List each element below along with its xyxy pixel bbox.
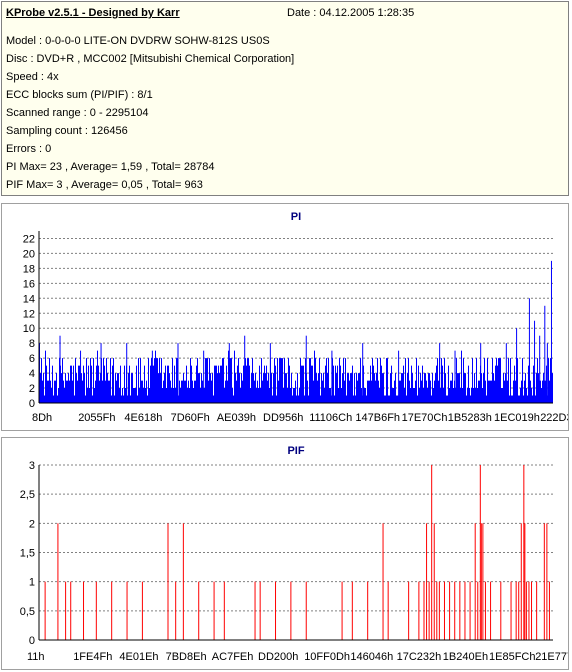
disc-line: Disc : DVD+R , MCC002 [Mitsubishi Chemic… xyxy=(6,53,295,65)
x-tick-label: 4E618h xyxy=(124,412,162,424)
bars xyxy=(39,260,553,403)
x-tick-label: 1B5283h xyxy=(448,412,492,424)
pi-chart: PI 0 2 4 6 8 10 12 14 16 18 20 22 8Dh 2055Fh 4E618h 7D60… xyxy=(23,211,568,424)
y-tick-label: 2 xyxy=(29,518,35,530)
pi-chart-panel: PI 0 2 4 6 8 10 12 14 16 18 20 22 8Dh 2055Fh 4E618h 7D60… xyxy=(1,203,569,431)
chart-title: PIF xyxy=(287,445,304,457)
y-tick-label: 18 xyxy=(23,263,35,275)
range-line: Scanned range : 0 - 2295104 xyxy=(6,107,149,119)
x-tick-label: 11h xyxy=(27,651,45,663)
y-tick-label: 14 xyxy=(23,293,35,305)
x-tick-label: 222D38h xyxy=(540,412,568,424)
bars xyxy=(44,465,550,640)
y-tick-label: 0 xyxy=(29,398,35,410)
info-panel: KProbe v2.5.1 - Designed by Karr Date : … xyxy=(1,1,569,196)
pif-chart: PIF 0 0,5 1 1,5 2 2,5 3 11h 1FE4Fh 4E01Eh 7BD8Eh AC7… xyxy=(20,445,568,663)
x-tick-label: AE039h xyxy=(217,412,256,424)
x-tick-label: 1B240Eh xyxy=(443,651,488,663)
x-tick-label: 17E70Ch xyxy=(402,412,448,424)
speed-line: Speed : 4x xyxy=(6,71,59,83)
x-tick-label: 7BD8Eh xyxy=(166,651,207,663)
y-tick-label: 20 xyxy=(23,248,35,260)
y-tick-label: 22 xyxy=(23,233,35,245)
x-tick-label: 4E01Eh xyxy=(119,651,158,663)
x-tick-label: DD200h xyxy=(258,651,298,663)
y-tick-label: 0 xyxy=(29,635,35,647)
x-tick-label: 146046h xyxy=(350,651,393,663)
y-tick-label: 0,5 xyxy=(20,606,35,618)
y-tick-label: 3 xyxy=(29,460,35,472)
x-tick-label: 11106Ch xyxy=(309,412,352,424)
y-tick-label: 12 xyxy=(23,308,35,320)
pif-summary-line: PIF Max= 3 , Average= 0,05 , Total= 963 xyxy=(6,179,203,191)
x-tick-label: 8Dh xyxy=(32,412,52,424)
app-title: KProbe v2.5.1 - Designed by Karr xyxy=(6,7,180,19)
y-tick-label: 2,5 xyxy=(20,489,35,501)
model-line: Model : 0-0-0-0 LITE-ON DVDRW SOHW-812S … xyxy=(6,35,270,47)
x-tick-label: AC7FEh xyxy=(212,651,254,663)
x-tick-label: 17C232h xyxy=(397,651,442,663)
y-tick-label: 10 xyxy=(23,323,35,335)
y-tick-label: 2 xyxy=(29,383,35,395)
y-tick-label: 8 xyxy=(29,338,35,350)
pi-summary-line: PI Max= 23 , Average= 1,59 , Total= 2878… xyxy=(6,161,215,173)
x-tick-label: 1EC019h xyxy=(494,412,540,424)
y-tick-label: 6 xyxy=(29,353,35,365)
scan-date: Date : 04.12.2005 1:28:35 xyxy=(287,7,415,19)
y-tick-label: 1,5 xyxy=(20,548,35,560)
ecc-line: ECC blocks sum (PI/PIF) : 8/1 xyxy=(6,89,153,101)
sampling-line: Sampling count : 126456 xyxy=(6,125,128,137)
plot-area xyxy=(39,231,553,403)
pif-chart-panel: PIF 0 0,5 1 1,5 2 2,5 3 11h 1FE4Fh 4E01Eh 7BD8Eh AC7… xyxy=(1,437,569,670)
x-tick-label: DD956h xyxy=(263,412,303,424)
x-tick-label: 1FE4Fh xyxy=(73,651,112,663)
x-tick-label: 2055Fh xyxy=(78,412,115,424)
x-tick-label: 147B6Fh xyxy=(355,412,400,424)
errors-line: Errors : 0 xyxy=(6,143,52,155)
y-tick-label: 1 xyxy=(29,577,35,589)
chart-title: PI xyxy=(291,211,301,223)
y-tick-label: 4 xyxy=(29,368,35,380)
x-tick-label: 21E777h xyxy=(535,651,568,663)
x-tick-label: 10FF0Dh xyxy=(304,651,350,663)
x-tick-label: 7D60Fh xyxy=(171,412,210,424)
x-tick-label: 1E85FCh xyxy=(489,651,535,663)
y-tick-label: 16 xyxy=(23,278,35,290)
